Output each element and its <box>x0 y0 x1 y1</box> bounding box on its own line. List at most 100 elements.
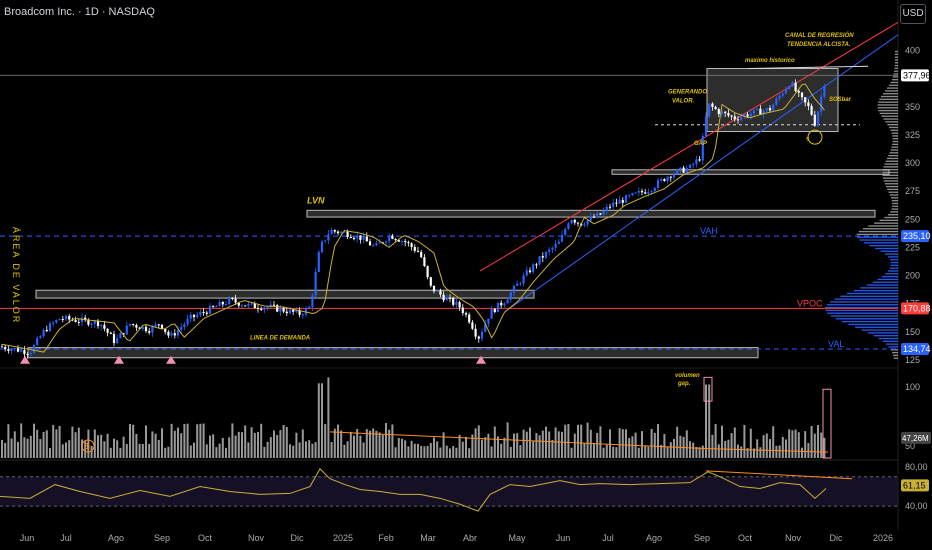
candle-body <box>125 325 128 335</box>
candle-body <box>788 86 791 90</box>
candle-body <box>551 247 554 250</box>
volume-profile-bar <box>885 273 898 275</box>
candle-body <box>237 302 240 306</box>
volume-bar <box>573 433 576 458</box>
candle-body <box>74 320 77 322</box>
candle-body <box>135 324 138 328</box>
time-axis-label: Feb <box>378 533 394 543</box>
volume-bar <box>314 442 317 458</box>
level-tag-vah: 235,10 <box>903 231 931 241</box>
volume-bar <box>231 423 234 458</box>
volume-profile-bar <box>890 149 898 151</box>
volume-bar <box>202 423 205 458</box>
volume-bar <box>1 439 3 458</box>
level-tag-bg <box>901 230 929 243</box>
chart-annotation: GAP <box>694 141 708 147</box>
candle-body <box>279 307 282 312</box>
volume-profile-bar <box>888 154 898 157</box>
volume-bar <box>263 446 266 458</box>
candle-body <box>500 302 503 306</box>
candle-body <box>480 331 484 339</box>
currency-button[interactable]: USD <box>900 4 926 24</box>
candle-body <box>512 285 516 293</box>
spring-circle-icon <box>807 129 823 145</box>
volume-bar <box>695 447 698 458</box>
candle-body <box>714 106 717 110</box>
volume-bar <box>692 442 695 458</box>
volume-profile-bar <box>890 197 898 199</box>
candle-body <box>541 256 544 258</box>
candle-body <box>55 320 58 323</box>
candle-body <box>183 324 186 328</box>
candle-body <box>720 111 724 115</box>
volume-bar <box>100 434 103 458</box>
volume-profile-bar <box>890 261 898 264</box>
candle-body <box>218 301 221 307</box>
candle-body <box>452 297 455 305</box>
candle-body <box>759 108 762 115</box>
volume-bar <box>794 429 797 458</box>
volume-bar <box>87 429 90 458</box>
volume-bar <box>538 435 541 458</box>
candle-body <box>128 324 132 326</box>
volume-bar <box>593 442 595 458</box>
volume-profile-bar <box>891 351 898 354</box>
candle-body <box>234 298 237 303</box>
candle-body <box>423 257 426 267</box>
volume-profile-bar <box>890 211 898 213</box>
chart-annotation: CANAL DE REGRESIÓN <box>785 32 854 39</box>
volume-bar <box>173 430 176 458</box>
candle-body <box>346 231 349 237</box>
price-tick-label: 325 <box>905 130 920 140</box>
candle-body <box>122 333 125 335</box>
volume-bar <box>570 447 573 458</box>
volume-bar <box>823 437 826 458</box>
volume-bar <box>388 429 391 458</box>
volume-bar <box>68 440 71 458</box>
candle-body <box>823 85 826 97</box>
volume-bar <box>698 447 701 458</box>
candle-body <box>807 102 810 107</box>
volume-bar <box>391 424 394 458</box>
volume-bar <box>362 442 365 458</box>
time-axis-label: May <box>508 533 526 543</box>
candle-body <box>13 348 16 350</box>
volume-bar <box>647 446 650 458</box>
volume-bar <box>103 441 106 458</box>
volume-bar <box>500 443 503 458</box>
volume-profile-bar <box>885 160 898 162</box>
volume-bar <box>321 383 323 458</box>
volume-profile-bar <box>894 70 898 72</box>
volume-bar <box>628 437 631 458</box>
candle-body <box>356 235 359 239</box>
time-axis-label: 2025 <box>333 533 353 543</box>
volume-bar <box>644 446 647 458</box>
candle-body <box>813 114 816 126</box>
volume-bar <box>375 430 378 458</box>
volume-bar <box>10 438 13 458</box>
candle-body <box>77 321 80 323</box>
candle-body <box>391 235 394 239</box>
volume-bar <box>631 436 634 458</box>
candle-body <box>260 308 263 310</box>
candle-body <box>16 348 20 352</box>
volume-bar <box>279 430 282 458</box>
price-tick-label: 150 <box>905 327 920 337</box>
rsi-tick-label: 40,00 <box>905 501 928 511</box>
volume-bar <box>484 437 487 458</box>
volume-profile-bar <box>875 247 898 250</box>
volume-bar <box>343 444 346 458</box>
volume-bar <box>154 433 157 458</box>
volume-bar <box>196 424 199 458</box>
volume-profile-bar <box>830 301 898 303</box>
volume-bar <box>580 424 583 458</box>
volume-bar <box>445 445 448 458</box>
candle-body <box>407 242 410 244</box>
volume-profile-bar <box>894 67 898 70</box>
candle-body <box>644 192 647 194</box>
dividend-icon-label: $ <box>85 442 90 451</box>
chart-annotation: TENDENCIA ALCISTA. <box>787 42 851 48</box>
candle-body <box>653 187 656 192</box>
candle-body <box>304 308 308 315</box>
